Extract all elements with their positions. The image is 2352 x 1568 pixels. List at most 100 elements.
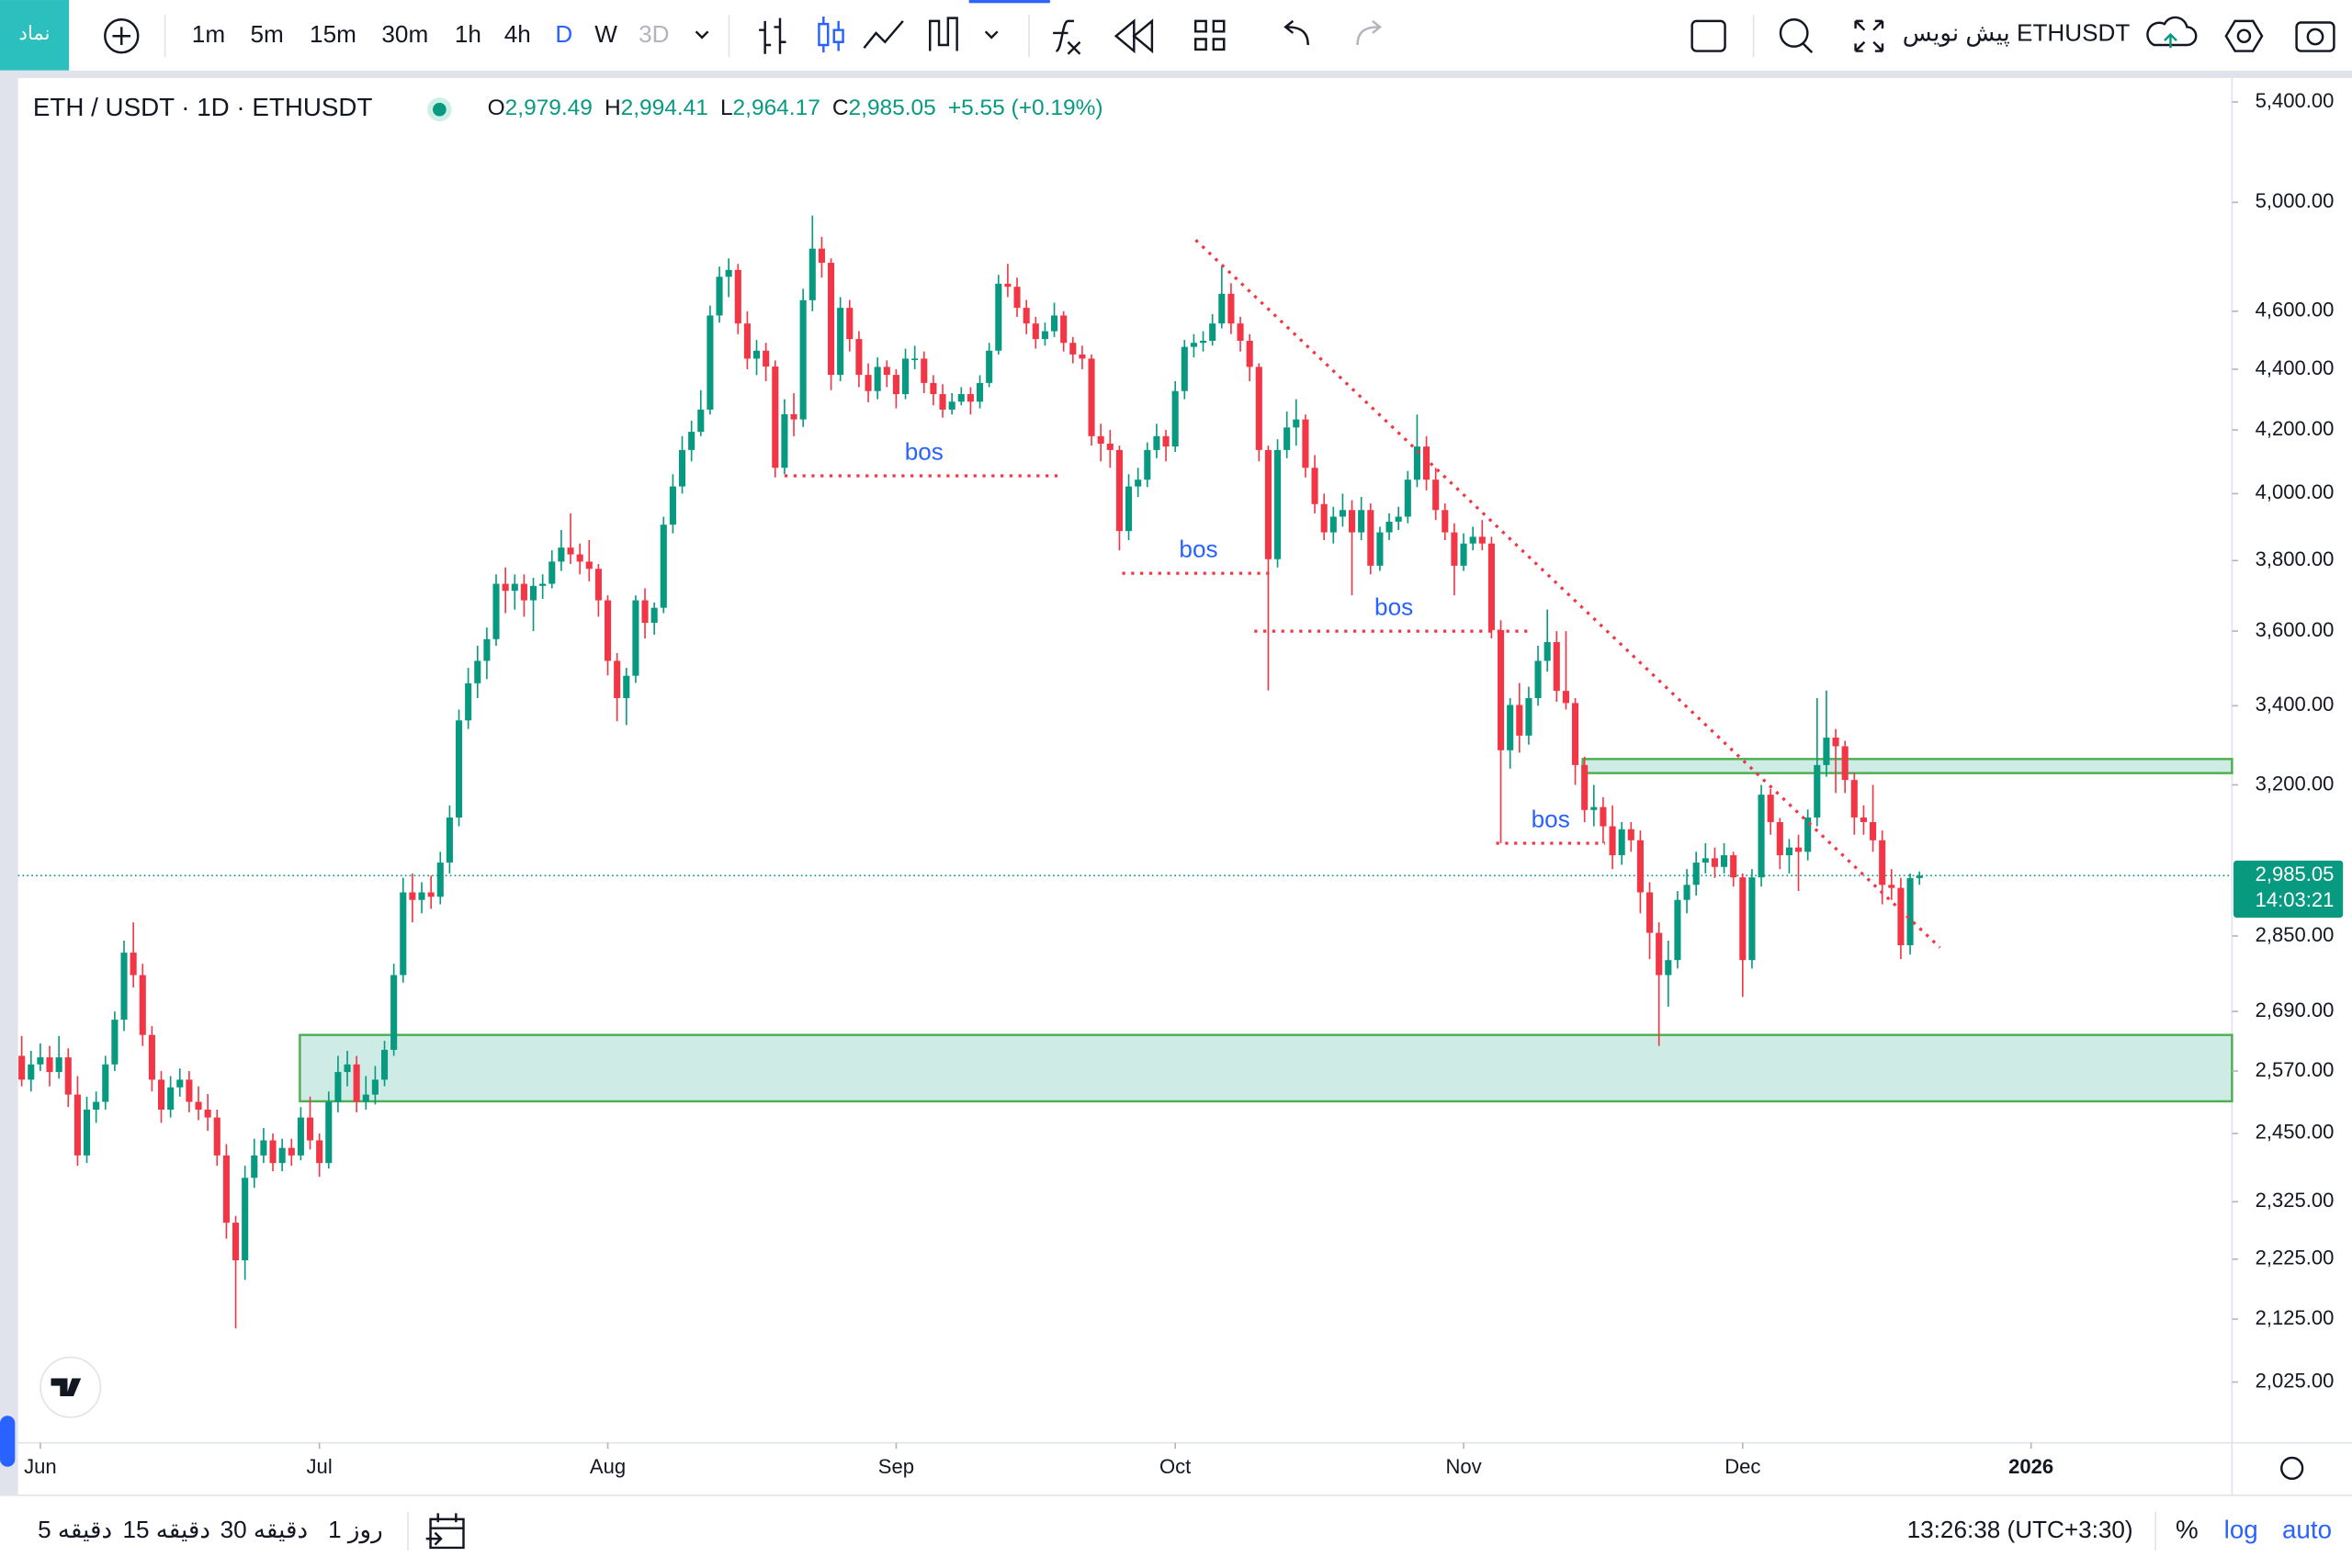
candle-body	[362, 1094, 369, 1102]
candle-body	[1646, 892, 1654, 933]
axis-settings-icon[interactable]	[2280, 1456, 2304, 1481]
symbol-label[interactable]: نماد	[19, 23, 51, 44]
candle-body	[1636, 840, 1644, 893]
interval-button[interactable]: D	[555, 20, 572, 48]
candle-body	[1079, 354, 1086, 359]
candle-body	[1442, 510, 1449, 533]
auto-toggle[interactable]: auto	[2282, 1515, 2332, 1543]
log-toggle[interactable]: log	[2224, 1515, 2258, 1543]
candle-body	[1572, 703, 1579, 765]
candle-body	[1004, 283, 1012, 288]
candle-body	[1581, 764, 1589, 810]
symbol-button[interactable]	[0, 0, 70, 71]
add-icon[interactable]	[104, 18, 140, 54]
candle-body	[623, 675, 630, 698]
interval-button[interactable]: 30m	[381, 20, 428, 48]
range-button[interactable]: 15 دقیقه	[122, 1516, 210, 1543]
candle-body	[1451, 532, 1458, 566]
bos-label: bos	[1532, 805, 1570, 832]
camera-icon[interactable]	[2295, 21, 2335, 52]
candle-body	[1181, 346, 1188, 391]
range-group: 5 دقیقه 15 دقیقه 30 دقیقه 1 روز	[38, 1516, 383, 1544]
candle-body	[1413, 446, 1420, 480]
candle-body	[548, 561, 556, 584]
interval-button[interactable]: 5m	[250, 20, 283, 48]
cloud-icon[interactable]	[2146, 16, 2198, 47]
interval-button[interactable]: 4h	[504, 20, 531, 48]
candle-body	[502, 583, 509, 592]
candle-body	[1516, 705, 1523, 736]
chart-type-icon[interactable]	[929, 17, 958, 51]
candle-body	[799, 299, 807, 420]
bars-icon[interactable]	[759, 17, 786, 54]
candle-body	[763, 350, 770, 367]
candle-body	[1600, 807, 1607, 827]
candle-body	[1498, 629, 1505, 750]
candle-body	[1376, 532, 1384, 566]
indicators-icon[interactable]	[1053, 19, 1081, 55]
range-button[interactable]: 5 دقیقه	[38, 1516, 112, 1543]
candle-body	[688, 432, 695, 450]
candle-body	[1069, 343, 1077, 355]
redo-icon[interactable]	[1356, 19, 1383, 46]
y-tick-label: 2,125.00	[2256, 1306, 2335, 1329]
alert-handle	[1802, 42, 1814, 54]
candle-body	[976, 382, 984, 402]
replay-icon[interactable]	[1114, 18, 1154, 54]
layout-icon[interactable]	[1194, 19, 1226, 51]
interval-button[interactable]: 1m	[192, 20, 225, 48]
candle-body	[492, 583, 500, 639]
panel-toggle[interactable]	[0, 1416, 16, 1467]
alert-icon[interactable]	[1779, 18, 1809, 48]
candle-body	[808, 248, 816, 300]
candle-body	[204, 1110, 211, 1118]
candle-body	[1888, 885, 1895, 888]
candle-body	[734, 269, 741, 324]
candle-body	[1850, 780, 1858, 818]
candle-body	[641, 600, 649, 624]
candle-body	[1153, 435, 1160, 450]
candle-body	[195, 1101, 202, 1111]
line-icon[interactable]	[863, 20, 904, 50]
candle-body	[511, 583, 518, 592]
range-button[interactable]: 30 دقیقه	[220, 1516, 308, 1543]
percent-toggle[interactable]: %	[2176, 1515, 2199, 1543]
y-tick-label: 2,025.00	[2256, 1369, 2335, 1392]
goto-date-icon[interactable]	[425, 1513, 465, 1550]
candle-body	[697, 409, 705, 433]
x-tick-label: Oct	[1159, 1455, 1191, 1478]
camera-lens	[2306, 28, 2324, 46]
candle-body	[818, 248, 825, 264]
bos-label: bos	[1374, 593, 1413, 621]
candle-body	[1897, 887, 1905, 946]
candle-body	[83, 1110, 91, 1156]
candle-body	[594, 569, 602, 601]
interval-dropdown[interactable]	[695, 30, 709, 39]
interval-button[interactable]: 3D	[639, 20, 669, 48]
candle-body	[660, 525, 667, 608]
fullscreen-box[interactable]	[1690, 19, 1726, 52]
undo-icon[interactable]	[1283, 19, 1309, 46]
candle-body	[1804, 817, 1812, 852]
dropdown[interactable]	[984, 30, 999, 39]
range-button[interactable]: 1 روز	[328, 1516, 383, 1544]
candle-body	[1329, 516, 1337, 533]
candle-body	[1590, 807, 1598, 810]
candle-body	[901, 358, 910, 395]
expand-icon[interactable]	[1854, 19, 1884, 52]
y-tick-label: 2,850.00	[2256, 923, 2335, 946]
clock[interactable]: 13:26:38 (UTC+3:30)	[1907, 1516, 2133, 1543]
candle-body	[74, 1094, 81, 1156]
candle-body	[1162, 435, 1170, 447]
ohlc-key: L	[720, 96, 733, 121]
interval-button[interactable]: W	[594, 20, 617, 48]
bos-label: bos	[905, 437, 944, 465]
interval-button[interactable]: 1h	[455, 20, 481, 48]
y-tick-label: 4,400.00	[2256, 356, 2335, 379]
y-tick-label: 2,325.00	[2256, 1189, 2335, 1212]
candle-body	[1283, 427, 1291, 450]
interval-button[interactable]: 15m	[310, 20, 356, 48]
settings-icon[interactable]	[2224, 19, 2264, 52]
candles-icon[interactable]	[818, 16, 844, 53]
